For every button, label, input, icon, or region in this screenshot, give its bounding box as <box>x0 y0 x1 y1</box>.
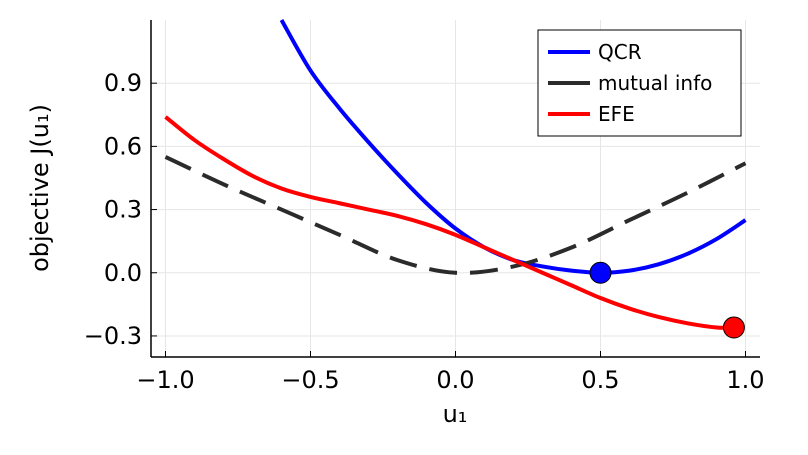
y-tick-label: 0.3 <box>104 196 142 224</box>
minimum-markers <box>589 261 745 339</box>
series-lines <box>164 19 747 330</box>
x-tick-label: −0.5 <box>281 366 339 394</box>
legend-label: mutual info <box>598 71 712 95</box>
y-tick-label: 0.6 <box>104 132 142 160</box>
series-line-efe <box>164 115 732 330</box>
x-tick-label: 0.5 <box>581 366 619 394</box>
y-tick-label: −0.3 <box>84 322 142 350</box>
y-tick-label: 0.9 <box>104 69 142 97</box>
y-tick-labels: −0.3 0.0 0.3 0.6 0.9 <box>84 69 157 350</box>
x-tick-label: 1.0 <box>726 366 764 394</box>
minimum-marker-qcr <box>589 261 612 284</box>
minimum-marker-efe <box>722 316 745 339</box>
x-tick-labels: −1.0 −0.5 0.0 0.5 1.0 <box>136 351 765 394</box>
x-tick-label: 0.0 <box>436 366 474 394</box>
x-tick-label: −1.0 <box>136 366 194 394</box>
legend: QCR mutual info EFE <box>537 29 742 137</box>
series-line-mutual-info <box>164 155 747 275</box>
legend-label: EFE <box>598 102 635 126</box>
x-axis-label: u₁ <box>443 400 468 428</box>
legend-label: QCR <box>598 40 642 64</box>
y-axis-label: objective J(u₁) <box>26 104 54 272</box>
y-tick-label: 0.0 <box>104 259 142 287</box>
